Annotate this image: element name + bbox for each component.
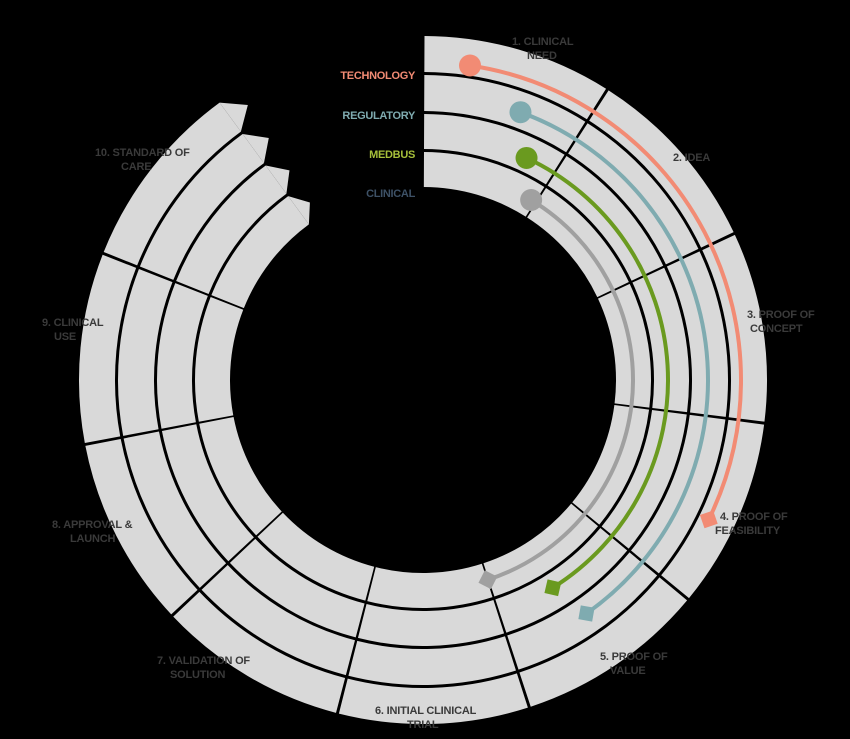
ring-segment-track4-stage6 [367, 563, 493, 608]
ring-segment-track1-stage7 [173, 591, 346, 713]
track-label-clinical: CLINICAL [366, 188, 416, 200]
ring-segment-track2-stage1 [424, 75, 586, 153]
ring-segment-track1-stage5 [519, 577, 688, 707]
stage-labels: 1. CLINICAL NEED 2. IDEA 3. PROOF OF CON… [42, 36, 817, 731]
progress-arc-2 [519, 110, 710, 616]
ring-segment-track3-stage6 [357, 600, 505, 647]
ring-arrow-track3 [265, 165, 290, 194]
progress-end-marker-2 [578, 605, 595, 622]
ring-segment-track3-stage10 [176, 165, 287, 295]
stage-label-2: 2. IDEA [673, 152, 710, 164]
ring-segment-track4-stage4 [572, 405, 650, 525]
ring-segment-track1-stage6 [338, 673, 528, 725]
ring-segment-track1-stage3 [702, 234, 767, 422]
ring-segment-track3-stage9 [156, 283, 208, 429]
ring-segment-track3-stage7 [229, 538, 365, 638]
stage-label-10: 10. STANDARD OF CARE [95, 147, 192, 173]
ring-segment-track2-stage3 [666, 251, 728, 417]
progress-start-dot-1 [459, 54, 482, 77]
track-label-medbus: MEDBUS [369, 149, 415, 161]
stage-label-9: 9. CLINICAL USE [42, 317, 106, 343]
ring-segment-track3-stage8 [161, 424, 254, 562]
track-label-regulatory: REGULATORY [342, 110, 416, 122]
progress-end-marker-1 [699, 510, 718, 529]
stage-label-5: 5. PROOF OF VALUE [600, 651, 670, 677]
track-labels: TECHNOLOGY REGULATORY MEDBUS CLINICAL [340, 70, 416, 200]
stage-label-3: 3. PROOF OF CONCEPT [747, 309, 817, 335]
ring-segment-track4-stage3 [597, 283, 651, 408]
ring-segments [79, 36, 767, 725]
ring-arrow-track2 [242, 134, 269, 164]
ring-segment-track1-stage9 [79, 254, 137, 443]
ring-arrow-track4 [288, 196, 310, 225]
ring-segment-track4-stage10 [211, 196, 309, 309]
ring-segment-track2-stage6 [348, 636, 516, 686]
ring-segment-track3-stage4 [601, 409, 687, 549]
ring-segment-track4-stage8 [199, 416, 282, 536]
ring-segment-track4-stage7 [257, 512, 375, 601]
ring-segment-track2-stage7 [201, 564, 355, 676]
progress-start-dot-4 [520, 188, 543, 211]
stage-label-7: 7. VALIDATION OF SOLUTION [157, 655, 253, 681]
ring-segment-track4-stage1 [423, 152, 545, 217]
progress-end-marker-4 [478, 570, 498, 590]
progress-arc-1 [469, 63, 743, 521]
ring-segment-track1-stage10 [103, 102, 241, 266]
ring-segment-track2-stage4 [631, 414, 726, 574]
ring-segment-track4-stage9 [195, 296, 244, 422]
ring-segment-track2-stage10 [139, 134, 264, 280]
progress-arcs [459, 54, 743, 622]
stage-label-6: 6. INITIAL CLINICAL TRIAL [375, 705, 479, 731]
progress-end-marker-3 [544, 579, 562, 597]
progress-start-dot-3 [515, 146, 538, 169]
stage-label-1: 1. CLINICAL NEED [512, 36, 576, 62]
ring-segment-track2-stage9 [118, 268, 173, 436]
progress-start-dot-2 [509, 101, 532, 124]
ring-segment-track2-stage8 [123, 431, 227, 588]
progress-arc-3 [525, 156, 670, 590]
ring-segment-track3-stage3 [632, 267, 690, 413]
track-label-technology: TECHNOLOGY [340, 70, 416, 82]
stage-label-8: 8. APPROVAL & LAUNCH [52, 519, 135, 545]
ring-segment-track4-stage5 [483, 503, 599, 597]
progress-arc-4 [487, 198, 635, 582]
ring-arrow-track1 [219, 102, 248, 132]
ring-segment-track1-stage8 [85, 439, 198, 615]
stage-label-4: 4. PROOF OF FEASIBILITY [715, 511, 790, 537]
